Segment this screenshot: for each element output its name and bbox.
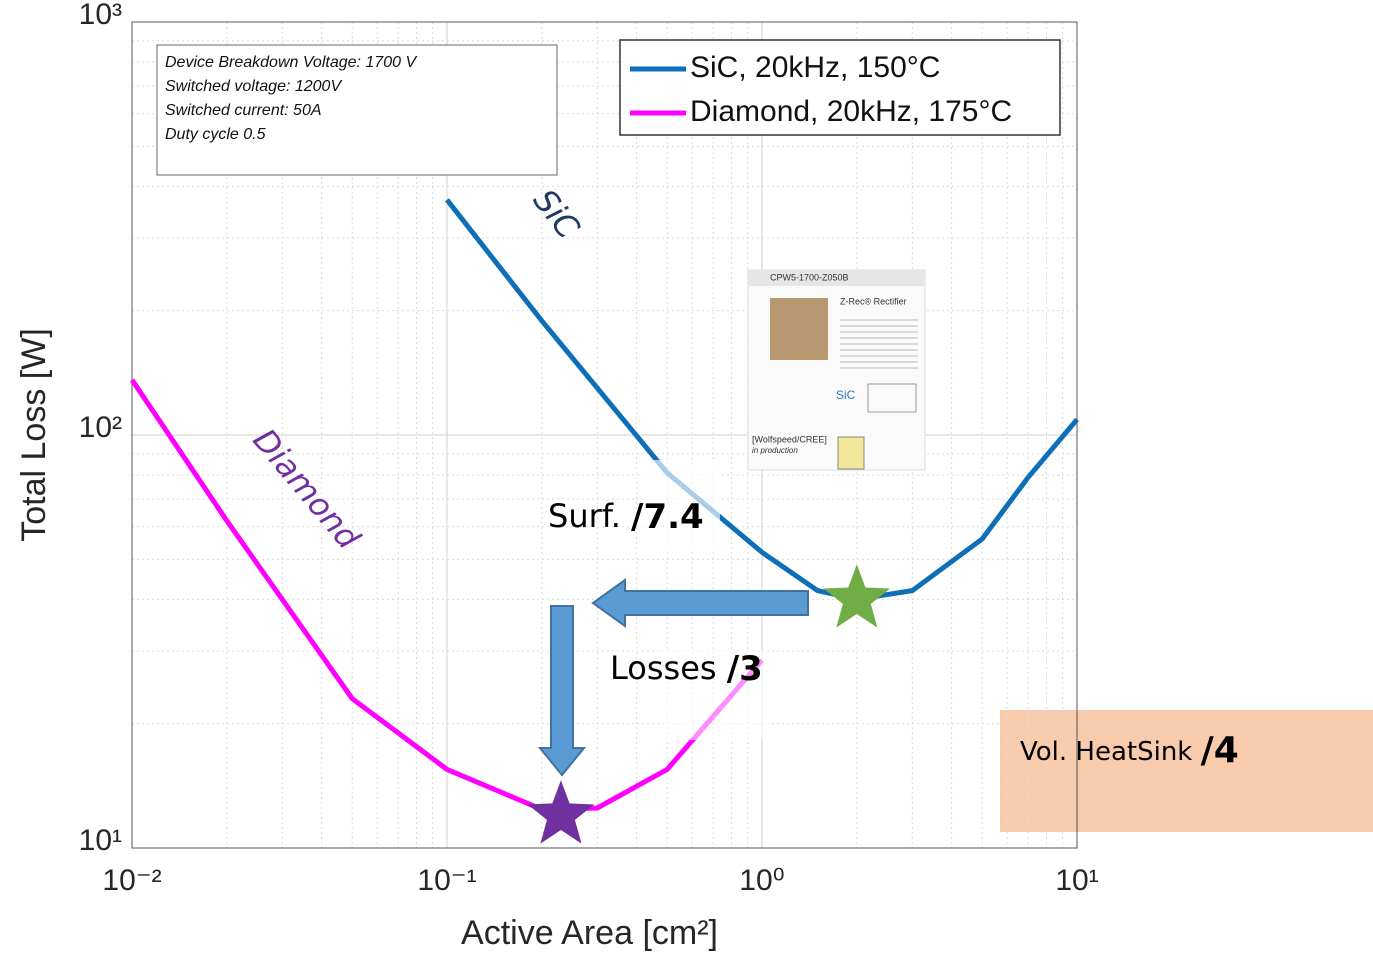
curve-label: SiC [526,182,588,247]
annotation-text: Vol. HeatSink [1020,737,1201,767]
series-line [129,378,764,812]
fade [660,650,770,740]
curve-label: Diamond [246,421,368,557]
inset-status: in production [752,446,798,455]
info-text: Device Breakdown Voltage: 1700 V [165,54,417,71]
annotation-emph: /3 [727,649,763,689]
y-tick-label: 10² [79,411,122,444]
arrow-left [591,578,809,628]
legend-label: SiC, 20kHz, 150°C [690,51,940,84]
star-marker [527,780,595,844]
annotation-text: Losses [610,649,727,687]
info-text: Switched current: 50A [165,102,322,119]
annotation-emph: /7.4 [631,497,704,537]
x-tick-label: 10¹ [1055,864,1098,897]
annotation-text: Surf. [548,497,631,535]
inset-table [867,383,917,413]
annotation-emph: /4 [1201,730,1239,771]
info-text: Switched voltage: 1200V [165,78,342,95]
y-axis-label: Total Loss [W] [15,328,53,542]
y-tick-label: 10³ [79,0,122,31]
inset-title: Z-Rec® Rectifier [840,296,907,306]
plot-frame [131,21,1078,849]
heatsink-box [1000,710,1373,832]
info-text: Duty cycle 0.5 [165,126,266,143]
inset-material: SiC [836,388,856,402]
legend [619,39,1061,136]
annotation: Losses /3 [610,649,763,689]
annotation: Surf. /7.4 [548,497,704,537]
x-tick-label: 10⁰ [739,864,784,897]
inset-source: [Wolfspeed/CREE] [752,434,827,444]
legend-label: Diamond, 20kHz, 175°C [690,95,1012,128]
arrow-down [537,605,587,777]
inset-pkg [837,436,865,470]
star-marker [823,564,891,628]
x-tick-label: 10⁻² [102,864,161,897]
inset-header [748,270,925,286]
inset: CPW5-1700-Z050B Z-Rec® Rectifier SiC [Wolfs… [747,269,926,471]
y-tick-label: 10¹ [79,824,122,857]
annotation: Vol. HeatSink /4 [1020,730,1239,771]
x-tick-label: 10⁻¹ [417,864,476,897]
inset-part: CPW5-1700-Z050B [770,272,849,282]
fade [640,460,720,550]
inset-die [770,298,828,360]
x-axis-label: Active Area [cm²] [461,914,718,952]
info-box [156,44,558,176]
